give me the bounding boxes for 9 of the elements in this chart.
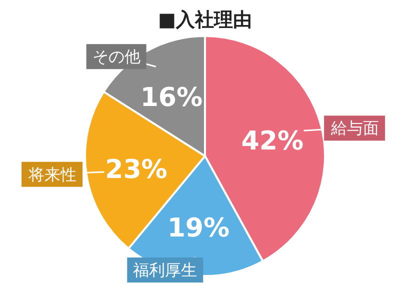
slice-label: 将来性 bbox=[28, 164, 77, 184]
data-label: 16% bbox=[140, 83, 203, 114]
data-label: 19% bbox=[167, 213, 230, 244]
slice-label: 福利厚生 bbox=[133, 260, 198, 280]
slice-label: その他 bbox=[92, 47, 140, 66]
data-label: 42% bbox=[241, 126, 304, 157]
slice-label: 給与面 bbox=[330, 118, 380, 138]
data-label: 23% bbox=[105, 154, 168, 185]
chart-title: ■入社理由 bbox=[158, 9, 252, 31]
